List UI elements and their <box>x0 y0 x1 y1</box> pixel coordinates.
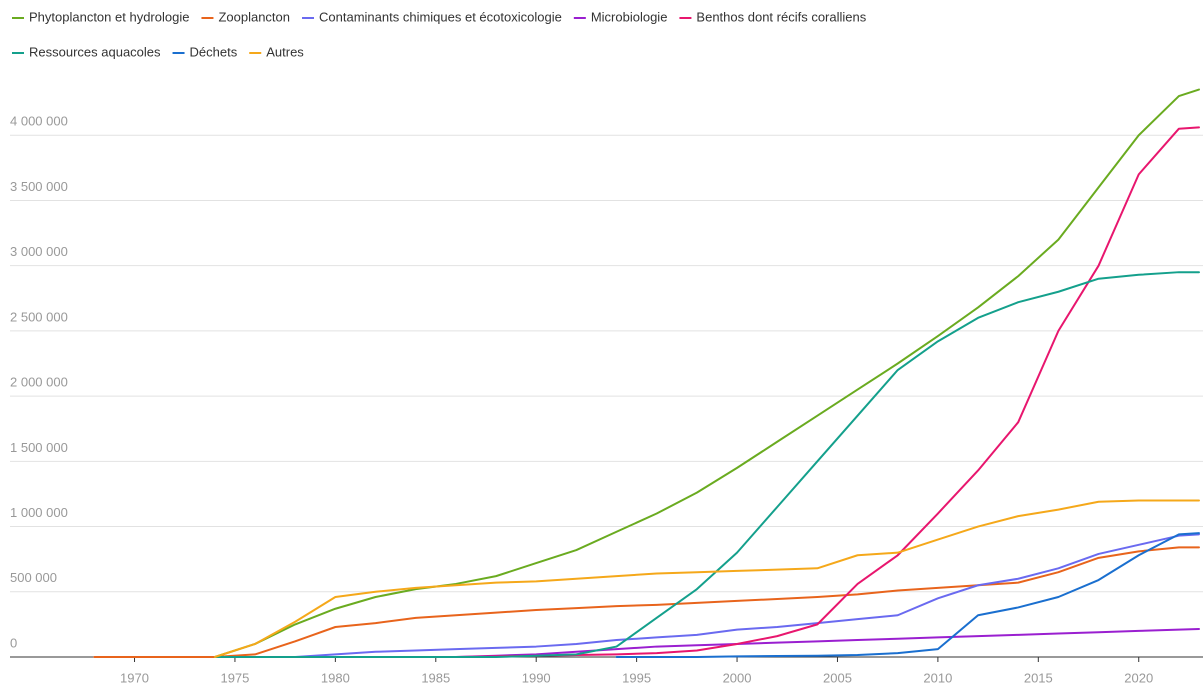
series-line <box>213 499 1200 658</box>
y-tick-label: 4 000 000 <box>10 114 68 129</box>
y-tick-label: 500 000 <box>10 570 57 585</box>
x-tick-label: 1995 <box>622 670 651 685</box>
legend-label: Zooplancton <box>218 9 290 24</box>
x-tick-label: 2005 <box>823 670 852 685</box>
y-tick-label: 3 000 000 <box>10 244 68 259</box>
y-tick-label: 1 000 000 <box>10 505 68 520</box>
x-tick-label: 2015 <box>1024 670 1053 685</box>
legend-label: Contaminants chimiques et écotoxicologie <box>319 9 562 24</box>
legend-label: Déchets <box>190 44 238 59</box>
series-line <box>213 88 1200 658</box>
x-tick-label: 1970 <box>120 670 149 685</box>
x-tick-label: 1980 <box>321 670 350 685</box>
legend-label: Microbiologie <box>591 9 668 24</box>
legend-label: Ressources aquacoles <box>29 44 161 59</box>
x-tick-label: 1975 <box>220 670 249 685</box>
x-tick-label: 2020 <box>1124 670 1153 685</box>
series-line <box>254 533 1200 658</box>
legend-label: Phytoplancton et hydrologie <box>29 9 189 24</box>
series-line <box>454 126 1200 658</box>
y-tick-label: 0 <box>10 635 17 650</box>
legend-label: Benthos dont récifs coralliens <box>696 9 866 24</box>
series-line <box>615 532 1200 658</box>
x-tick-label: 2000 <box>723 670 752 685</box>
y-tick-label: 3 500 000 <box>10 179 68 194</box>
y-tick-label: 2 000 000 <box>10 375 68 390</box>
x-tick-label: 1990 <box>522 670 551 685</box>
x-tick-label: 2010 <box>923 670 952 685</box>
series-line <box>454 627 1200 658</box>
legend-label: Autres <box>266 44 304 59</box>
y-tick-label: 2 500 000 <box>10 309 68 324</box>
x-tick-label: 1985 <box>421 670 450 685</box>
y-tick-label: 1 500 000 <box>10 440 68 455</box>
series-line <box>93 546 1200 658</box>
